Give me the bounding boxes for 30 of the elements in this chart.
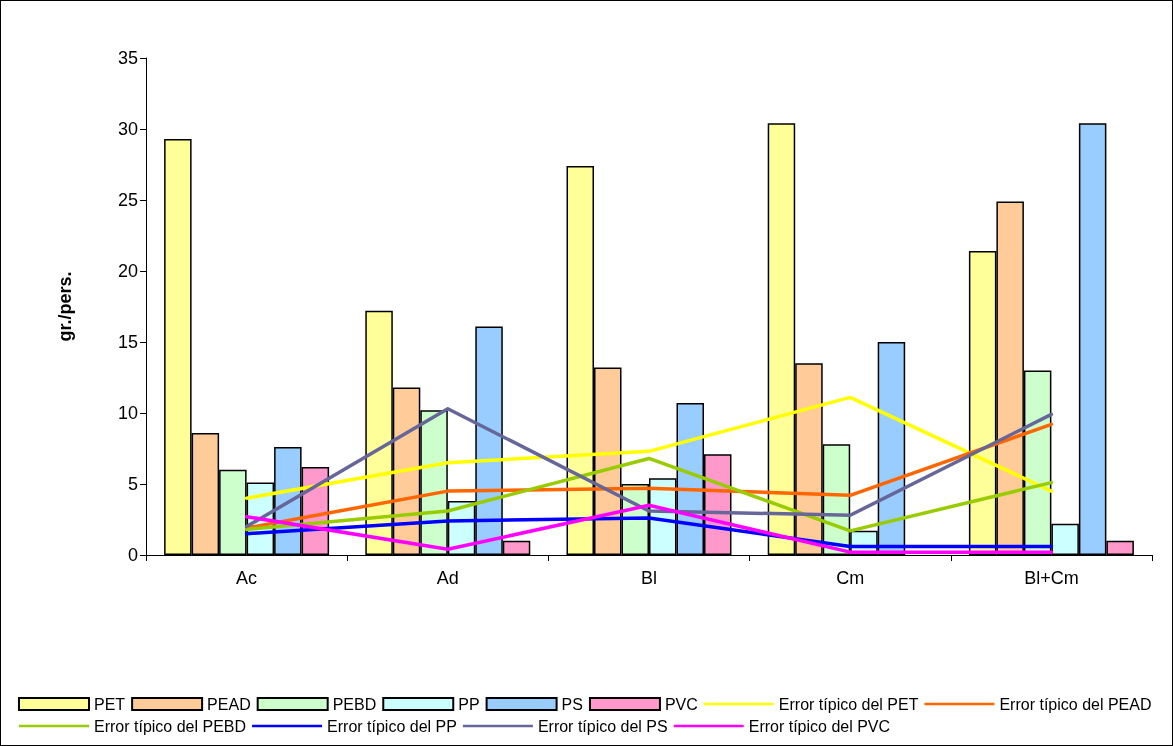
- legend-label: Error típico del PS: [537, 717, 668, 735]
- y-tick-label: 5: [127, 474, 138, 494]
- y-tick-label: 0: [127, 545, 138, 565]
- line-series: [244, 516, 1054, 549]
- legend-label: PEBD: [332, 695, 377, 713]
- legend-label: PEAD: [207, 695, 251, 713]
- x-tick-label: Bl+Cm: [1024, 568, 1079, 588]
- line-series: [244, 503, 1054, 554]
- line-series: [244, 395, 1054, 500]
- legend-label: Error típico del PEAD: [999, 695, 1152, 713]
- legend-label: PP: [458, 695, 480, 713]
- y-axis-title: gr./pers.: [55, 271, 75, 342]
- legend-label: PS: [561, 695, 583, 713]
- y-tick-label: 35: [117, 48, 138, 68]
- legend-label: Error típico del PVC: [748, 717, 891, 735]
- x-tick-label: Bl: [640, 568, 658, 588]
- y-tick-label: 30: [117, 119, 138, 139]
- legend-label: Error típico del PP: [327, 717, 457, 735]
- legend-label: Error típico del PET: [778, 695, 919, 713]
- x-tick-label: Ad: [436, 568, 459, 588]
- y-tick-label: 20: [117, 261, 138, 281]
- y-tick-label: 15: [117, 332, 138, 352]
- y-tick-label: 25: [117, 190, 138, 210]
- legend-label: PVC: [664, 695, 698, 713]
- legend-label: Error típico del PEBD: [94, 717, 247, 735]
- legend-label: PET: [94, 695, 126, 713]
- x-tick-label: Ac: [236, 568, 258, 588]
- x-tick-label: Cm: [836, 568, 865, 588]
- line-series: [244, 456, 1054, 533]
- y-tick-label: 10: [117, 403, 138, 423]
